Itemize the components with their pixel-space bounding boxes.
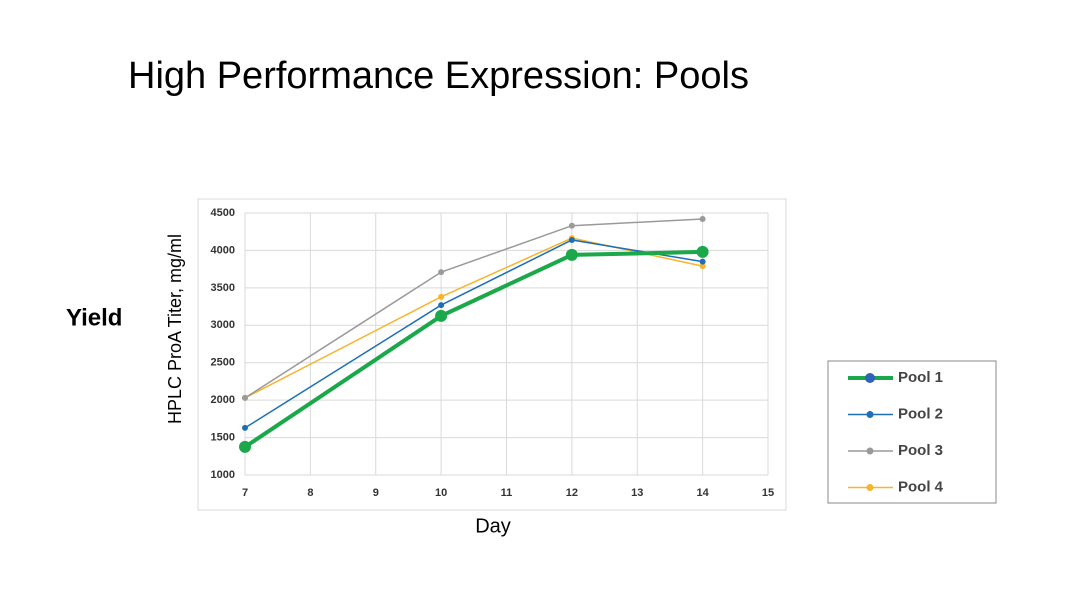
series-line (244, 218, 703, 399)
x-tick-label: 7 (242, 487, 248, 499)
x-tick-label: 15 (762, 487, 774, 499)
data-point (699, 263, 706, 270)
y-tick-label: 3500 (211, 282, 235, 294)
x-tick-label: 14 (697, 487, 710, 499)
legend-label: Pool 4 (898, 478, 944, 495)
x-tick-label: 12 (566, 487, 578, 499)
data-point (565, 248, 578, 261)
y-tick-label: 1500 (211, 431, 235, 443)
y-tick-label: 3000 (211, 319, 235, 331)
data-point (699, 258, 706, 265)
data-point (435, 309, 448, 322)
side-label: Yield (66, 304, 122, 331)
legend-marker (866, 411, 874, 418)
data-point (242, 394, 248, 401)
legend-label: Pool 2 (898, 405, 943, 422)
data-point (239, 440, 251, 453)
chart-frame (197, 198, 787, 511)
legend-marker (865, 373, 875, 383)
data-point (696, 245, 709, 258)
data-point (568, 222, 575, 229)
legend-box (827, 360, 997, 504)
data-point (568, 236, 575, 243)
x-axis-label: Day (475, 515, 511, 537)
series-line (244, 239, 703, 429)
legend-label: Pool 1 (898, 369, 943, 386)
data-point (438, 302, 445, 309)
x-tick-label: 10 (435, 487, 447, 499)
y-tick-label: 4000 (211, 244, 235, 256)
data-point (699, 215, 706, 222)
slide-title: High Performance Expression: Pools (128, 55, 749, 97)
data-point (438, 293, 445, 300)
data-point (438, 269, 445, 276)
y-tick-label: 4500 (211, 207, 235, 219)
x-tick-label: 8 (307, 487, 313, 499)
x-tick-label: 11 (501, 487, 513, 499)
y-tick-label: 1000 (211, 469, 235, 481)
y-tick-label: 2500 (211, 357, 235, 369)
legend-marker (866, 484, 874, 491)
series-line (243, 249, 703, 449)
x-tick-label: 13 (631, 487, 643, 499)
x-tick-label: 9 (373, 487, 379, 499)
y-tick-label: 2000 (211, 394, 235, 406)
legend-label: Pool 3 (898, 442, 943, 459)
legend-marker (866, 447, 874, 455)
data-point (242, 424, 248, 431)
y-axis-label: HPLC ProA Titer, mg/ml (165, 234, 185, 424)
